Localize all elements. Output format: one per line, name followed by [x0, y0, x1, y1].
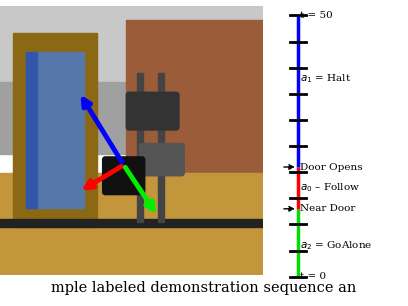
FancyBboxPatch shape: [140, 144, 184, 176]
Bar: [26, 52, 37, 208]
Bar: [137, 73, 144, 222]
Text: t = 50: t = 50: [300, 11, 333, 20]
FancyBboxPatch shape: [126, 92, 179, 130]
Bar: [13, 33, 98, 227]
Text: $a_{2}$ = GoAlone: $a_{2}$ = GoAlone: [300, 239, 373, 252]
Text: $a_{1}$ = Halt: $a_{1}$ = Halt: [300, 72, 352, 84]
Bar: [158, 73, 164, 222]
Text: mple labeled demonstration sequence an: mple labeled demonstration sequence an: [51, 281, 357, 295]
Text: Near Door: Near Door: [300, 204, 356, 213]
Bar: [0, 219, 263, 227]
Text: t = 0: t = 0: [300, 272, 326, 281]
Text: Door Opens: Door Opens: [300, 162, 363, 172]
Bar: [126, 20, 263, 181]
Bar: [0, 81, 263, 154]
Bar: [0, 6, 263, 81]
FancyBboxPatch shape: [103, 157, 145, 195]
Text: $a_{0}$ – Follow: $a_{0}$ – Follow: [300, 181, 361, 194]
Bar: [0, 173, 263, 275]
Bar: [26, 52, 84, 208]
